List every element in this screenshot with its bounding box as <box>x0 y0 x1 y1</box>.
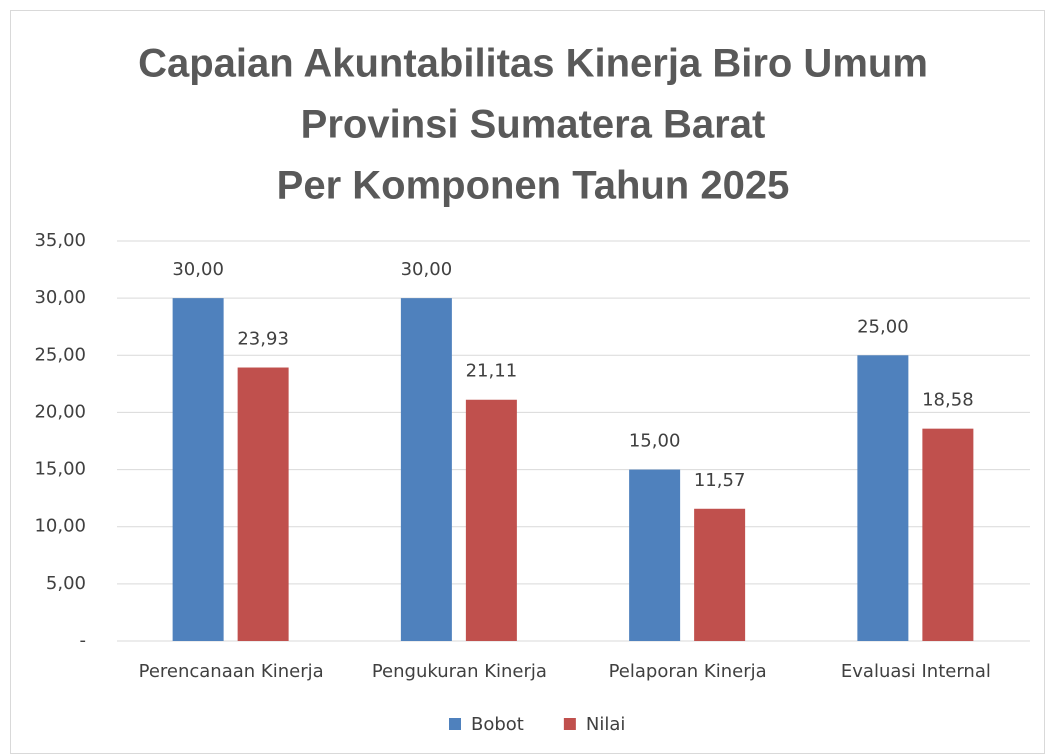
bar <box>922 428 974 641</box>
data-label: 30,00 <box>172 259 224 280</box>
y-tick-label: 30,00 <box>34 287 86 308</box>
x-tick-label: Evaluasi Internal <box>841 661 991 682</box>
chart-title: Provinsi Sumatera Barat <box>301 103 766 147</box>
bar <box>172 298 224 641</box>
legend-label: Bobot <box>471 714 524 735</box>
chart-title: Capaian Akuntabilitas Kinerja Biro Umum <box>138 42 928 86</box>
bar <box>857 355 909 641</box>
data-label: 18,58 <box>922 390 974 411</box>
y-tick-label: 5,00 <box>46 573 86 594</box>
legend-label: Nilai <box>586 714 626 735</box>
legend-swatch <box>563 718 576 730</box>
data-label: 21,11 <box>466 361 518 382</box>
x-tick-label: Pengukuran Kinerja <box>372 661 547 682</box>
bar <box>237 367 289 641</box>
y-tick-label: 15,00 <box>34 459 86 480</box>
x-tick-label: Pelaporan Kinerja <box>609 661 767 682</box>
chart-title: Per Komponen Tahun 2025 <box>277 164 790 208</box>
data-label: 25,00 <box>857 316 909 337</box>
data-label: 30,00 <box>401 259 453 280</box>
y-tick-label: 25,00 <box>34 344 86 365</box>
data-label: 15,00 <box>629 431 681 452</box>
data-label: 11,57 <box>694 470 746 491</box>
bar <box>465 399 517 641</box>
y-tick-label: 20,00 <box>34 401 86 422</box>
y-tick-label: 35,00 <box>34 230 86 251</box>
y-tick-label: - <box>80 630 87 651</box>
bar <box>400 298 452 641</box>
legend-swatch <box>449 718 461 730</box>
bar <box>629 469 681 641</box>
bar <box>694 508 746 641</box>
data-label: 23,93 <box>237 329 289 350</box>
x-tick-label: Perencanaan Kinerja <box>139 661 324 682</box>
y-tick-label: 10,00 <box>34 516 86 537</box>
